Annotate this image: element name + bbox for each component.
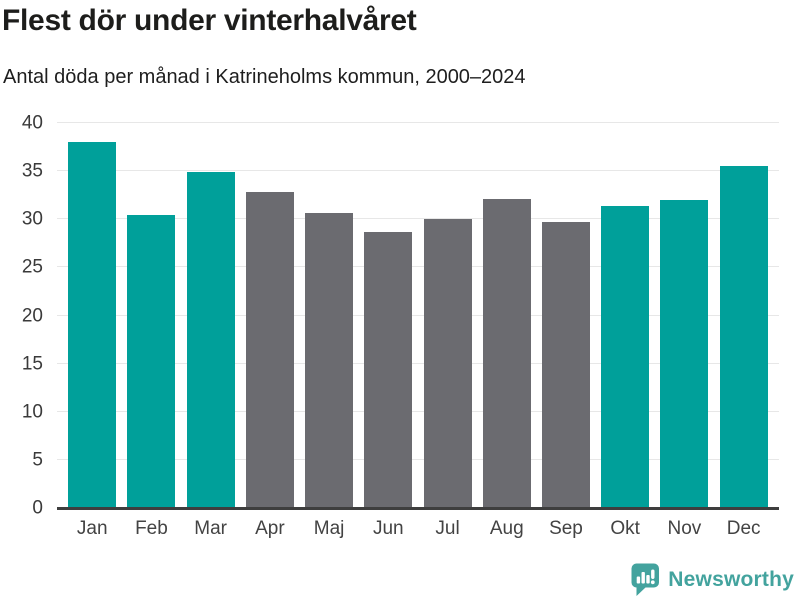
- gridline: [57, 458, 779, 460]
- x-tick-label: Aug: [489, 518, 524, 539]
- y-tick-label: 5: [32, 449, 43, 471]
- chart-subtitle: Antal döda per månad i Katrineholms komm…: [3, 66, 526, 88]
- logo-exclamation-dot: [651, 580, 655, 585]
- x-tick-label: Okt: [610, 518, 640, 539]
- bar-maj: [305, 212, 354, 508]
- bar-jan: [68, 142, 117, 508]
- brand-footer: Newsworthy: [630, 563, 794, 596]
- x-tick-label: Maj: [313, 518, 345, 539]
- gridline: [57, 410, 779, 412]
- y-tick-label: 30: [21, 208, 43, 230]
- brand-name: Newsworthy: [668, 567, 794, 591]
- bar-apr: [245, 192, 294, 508]
- bar-nov: [660, 200, 709, 508]
- x-tick-label: Jun: [372, 518, 404, 539]
- x-axis-line: [57, 507, 779, 510]
- logo-exclamation-line: [651, 569, 655, 579]
- gridline: [57, 218, 779, 220]
- y-tick-label: 25: [21, 256, 43, 278]
- chart-title: Flest dör under vinterhalvåret: [2, 4, 417, 37]
- bar-okt: [601, 205, 650, 508]
- gridline: [57, 170, 779, 172]
- x-tick-label: Feb: [135, 518, 168, 539]
- x-tick-label: Nov: [667, 518, 702, 539]
- x-tick-label: Jan: [76, 518, 108, 539]
- gridline: [57, 314, 779, 316]
- x-axis-labels: Jan Feb Mar Apr Maj Jun Jul Aug Sep Okt Nov Dec: [57, 518, 779, 540]
- bar-sep: [541, 222, 590, 508]
- x-tick-label: Jul: [435, 518, 460, 539]
- newsworthy-logo-icon: [631, 563, 660, 596]
- gridline: [57, 362, 779, 364]
- plot-area: [57, 122, 779, 510]
- y-tick-label: 10: [21, 401, 43, 423]
- y-tick-label: 20: [21, 305, 43, 326]
- y-tick-label: 15: [21, 353, 43, 375]
- y-axis-tick-labels: 0 5 10 15 20 25 30 35 40: [0, 114, 46, 518]
- bar-aug: [482, 199, 531, 508]
- y-tick-label: 0: [32, 497, 43, 519]
- bar-jun: [364, 231, 413, 508]
- x-tick-label: Sep: [549, 518, 583, 539]
- logo-bars-glyph: [636, 569, 655, 585]
- gridline: [57, 266, 779, 268]
- y-tick-label: 40: [21, 112, 43, 134]
- x-tick-label: Apr: [255, 518, 285, 539]
- x-tick-label: Dec: [726, 518, 761, 539]
- y-tick-label: 35: [21, 160, 43, 182]
- x-tick-label: Mar: [194, 518, 228, 539]
- bar-dec: [719, 166, 768, 508]
- bar-mar: [186, 172, 235, 508]
- gridline: [57, 122, 779, 123]
- bar-feb: [127, 215, 176, 508]
- bar-series: [57, 123, 779, 508]
- bar-jul: [423, 219, 472, 508]
